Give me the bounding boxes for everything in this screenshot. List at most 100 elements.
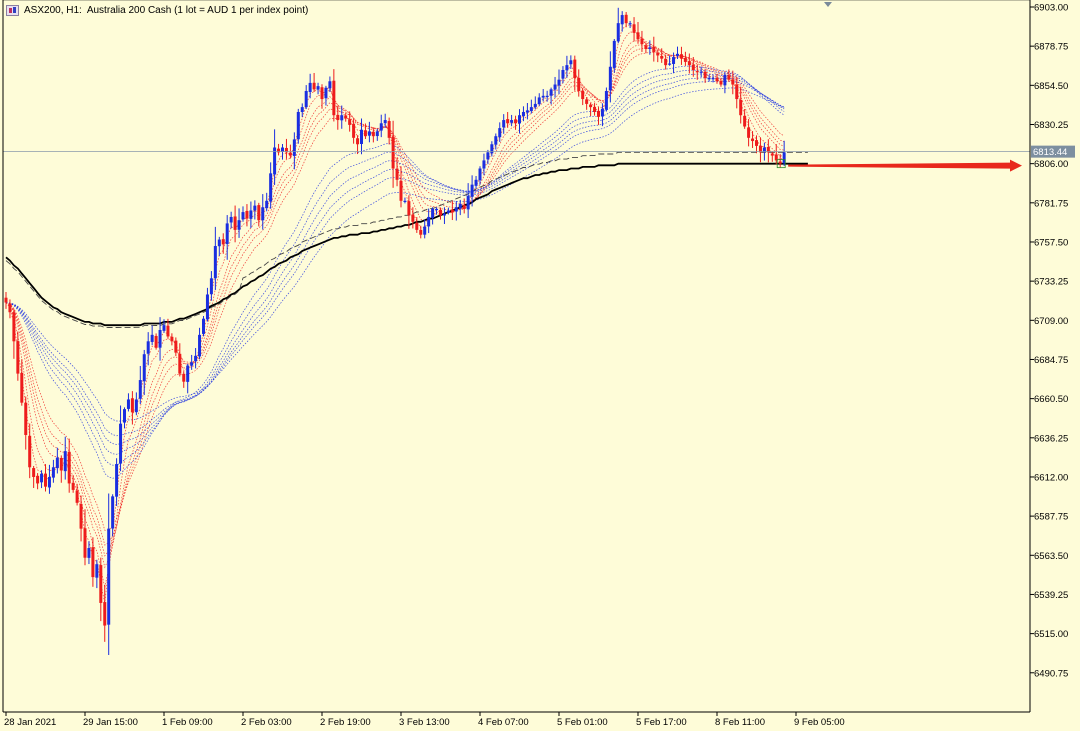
candle <box>735 77 739 109</box>
candle-body <box>762 147 766 152</box>
price-tick-label: 6854.50 <box>1034 81 1068 92</box>
candle-body <box>221 239 225 245</box>
candle-body <box>494 136 498 145</box>
candle <box>719 77 723 87</box>
candle <box>707 74 711 82</box>
candle <box>446 207 450 215</box>
candle-body <box>36 475 40 484</box>
candle <box>292 132 296 170</box>
candle <box>486 149 490 165</box>
candle <box>450 200 454 221</box>
candle <box>284 138 288 159</box>
price-tick-label: 6757.50 <box>1034 237 1068 248</box>
price-tick-label: 6539.25 <box>1034 590 1068 601</box>
candle-body <box>755 140 758 146</box>
candle <box>379 114 383 138</box>
price-tick-label: 6660.50 <box>1034 394 1068 405</box>
candle-body <box>198 334 202 357</box>
candle <box>360 118 363 155</box>
candle <box>16 331 20 381</box>
candle <box>95 559 99 589</box>
price-tick-label: 6709.00 <box>1034 316 1068 327</box>
time-tick-label: 4 Feb 07:00 <box>478 717 529 728</box>
candle-body <box>348 119 352 125</box>
candle <box>585 96 589 110</box>
ema-short-line <box>5 40 785 569</box>
candle <box>565 55 569 78</box>
candle <box>352 118 356 144</box>
candle-body <box>328 81 332 89</box>
candle-body <box>439 209 442 216</box>
candle-body <box>75 490 79 503</box>
candle-body <box>170 336 174 342</box>
candle <box>620 11 624 32</box>
candle-body <box>478 168 482 181</box>
candle-body <box>597 110 600 117</box>
time-tick-label: 2 Feb 03:00 <box>241 717 292 728</box>
candle-body <box>103 602 107 626</box>
candle <box>470 175 474 207</box>
candle <box>55 447 59 474</box>
candle-body <box>758 145 762 153</box>
candle-body <box>561 69 565 79</box>
candle-body <box>4 297 8 303</box>
candle-body <box>217 239 221 247</box>
candle <box>265 192 269 212</box>
candle-body <box>727 75 731 80</box>
time-tick-label: 3 Feb 13:00 <box>399 717 450 728</box>
candle-body <box>44 473 47 487</box>
time-tick-label: 5 Feb 01:00 <box>557 717 608 728</box>
price-tick-label: 6612.00 <box>1034 472 1068 483</box>
candle-body <box>123 409 126 423</box>
candle-body <box>399 180 403 201</box>
candle-body <box>8 303 12 313</box>
candle <box>407 195 411 229</box>
time-tick-label: 2 Feb 19:00 <box>320 717 371 728</box>
sma-long-line <box>5 162 808 327</box>
candle <box>699 66 703 78</box>
candle-body <box>415 222 419 230</box>
candle <box>676 46 679 60</box>
candle-body <box>537 97 541 105</box>
candle <box>202 316 205 337</box>
time-tick-label: 29 Jan 15:00 <box>83 717 138 728</box>
candle-body <box>486 152 490 160</box>
candle-body <box>229 216 233 223</box>
candle <box>103 585 107 642</box>
candle-body <box>557 79 561 86</box>
candle <box>683 51 687 66</box>
candle-body <box>644 45 648 49</box>
price-tick-label: 6515.00 <box>1034 629 1068 640</box>
candle <box>715 73 719 84</box>
candle-body <box>660 55 664 59</box>
candle <box>604 87 608 112</box>
candle <box>67 438 71 493</box>
candle-body <box>652 46 656 53</box>
candle <box>119 405 123 472</box>
candle <box>427 208 431 234</box>
candle-body <box>423 226 427 235</box>
candle-body <box>636 32 640 40</box>
candle <box>498 122 502 142</box>
candle-body <box>612 40 616 68</box>
candle-body <box>672 57 676 64</box>
candle-body <box>316 86 320 90</box>
candle-body <box>707 78 711 80</box>
candle-body <box>332 80 336 116</box>
candle <box>711 75 715 83</box>
candle-body <box>356 138 360 145</box>
candle <box>549 87 553 105</box>
candle <box>75 483 79 506</box>
candle-body <box>541 95 545 98</box>
candle <box>695 64 699 80</box>
candle <box>332 69 336 122</box>
candle <box>138 365 142 405</box>
candle <box>518 109 521 134</box>
candle-body <box>174 340 178 353</box>
candle-body <box>529 107 533 112</box>
ema-long-line <box>5 87 785 422</box>
candle-body <box>95 564 99 578</box>
current-price-tag <box>1031 145 1075 158</box>
